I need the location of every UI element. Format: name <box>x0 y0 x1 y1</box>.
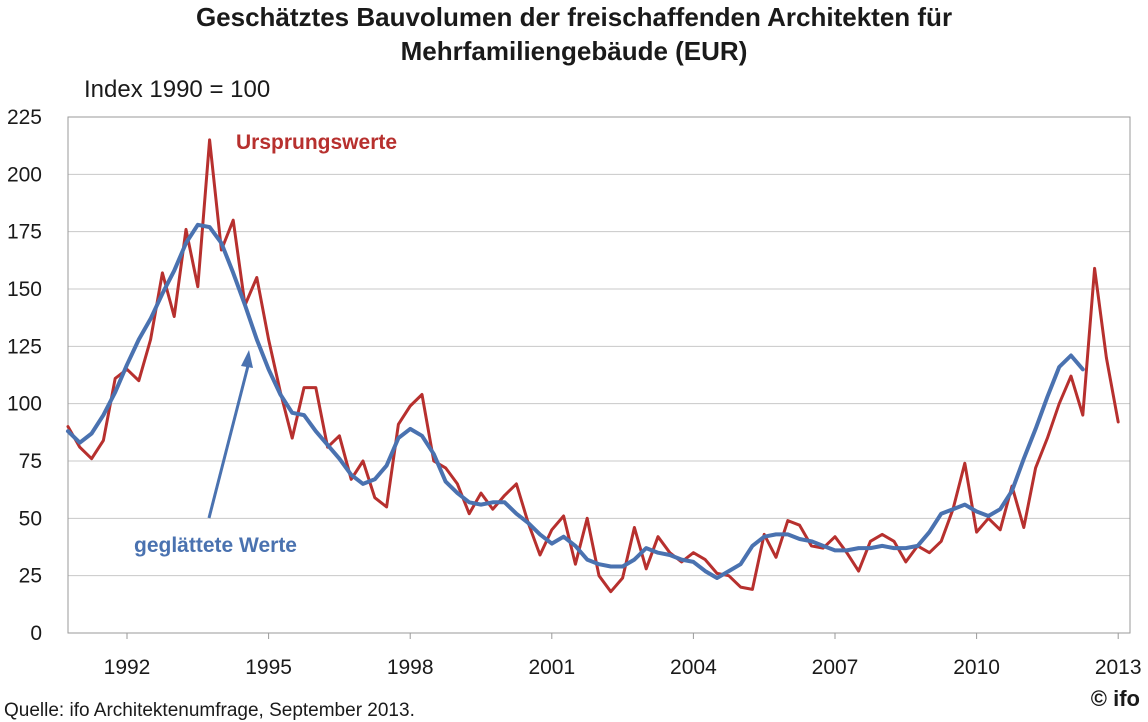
annotation-geglaettete-werte: geglättete Werte <box>134 534 297 557</box>
y-axis-ticks: 0 25 50 75 100 125 150 175 200 225 <box>7 106 42 645</box>
y-tick-label: 150 <box>7 278 42 301</box>
y-tick-label: 200 <box>7 163 42 186</box>
y-tick-label: 25 <box>19 565 42 588</box>
x-tick-label: 2007 <box>812 656 859 679</box>
chart-subtitle: Index 1990 = 100 <box>84 76 270 103</box>
y-tick-label: 0 <box>30 622 42 645</box>
y-tick-label: 225 <box>7 106 42 129</box>
series-line-geglaettete-werte <box>66 222 1085 580</box>
x-tick-label: 2010 <box>953 656 1000 679</box>
chart-title-line2: Mehrfamiliengebäude (EUR) <box>401 36 748 66</box>
x-tick-label: 1992 <box>104 656 151 679</box>
series-line-ursprungswerte <box>66 138 1120 594</box>
source-note: Quelle: ifo Architektenumfrage, Septembe… <box>4 700 415 721</box>
annotation-arrow <box>207 350 253 519</box>
annotation-arrow-shaft <box>207 361 251 519</box>
x-tick-label: 1998 <box>387 656 434 679</box>
y-tick-label: 50 <box>19 507 42 530</box>
chart-title-line1: Geschätztes Bauvolumen der freischaffend… <box>196 2 952 32</box>
x-axis-ticks: 1992 1995 1998 2001 2004 2007 2010 2013 <box>104 633 1142 679</box>
y-tick-label: 75 <box>19 450 42 473</box>
x-tick-label: 2004 <box>670 656 717 679</box>
x-tick-label: 1995 <box>245 656 292 679</box>
annotation-ursprungswerte: Ursprungswerte <box>236 131 397 154</box>
ifo-logo: © ifo <box>1091 686 1140 711</box>
annotation-arrow-head <box>241 350 253 368</box>
x-tick-label: 2013 <box>1095 656 1142 679</box>
y-tick-label: 125 <box>7 335 42 358</box>
y-tick-label: 100 <box>7 393 42 416</box>
plot-frame <box>67 116 1131 634</box>
y-tick-label: 175 <box>7 221 42 244</box>
x-tick-label: 2001 <box>528 656 575 679</box>
series-layer <box>66 138 1120 594</box>
